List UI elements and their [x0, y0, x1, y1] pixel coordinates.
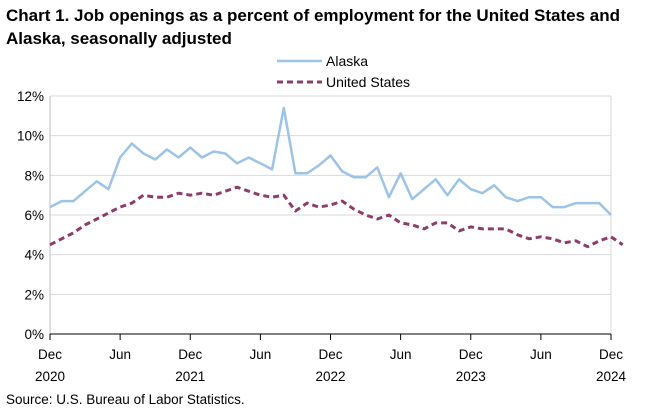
y-tick-label: 12%: [17, 89, 44, 104]
series-lines: [49, 106, 624, 249]
series-line-united-states: [49, 185, 624, 249]
chart-title: Chart 1. Job openings as a percent of em…: [6, 6, 620, 48]
x-tick-year: 2023: [456, 369, 486, 384]
x-tick-label: Dec: [318, 347, 342, 362]
y-tick-label: 8%: [24, 168, 44, 183]
x-tick-label: Dec: [178, 347, 202, 362]
y-tick-label: 10%: [17, 129, 44, 144]
x-tick-label: Dec: [599, 347, 623, 362]
x-tick-label: Jun: [109, 347, 131, 362]
series-line-alaska: [49, 106, 612, 216]
legend-label: Alaska: [326, 53, 368, 69]
x-tick-label: Jun: [390, 347, 412, 362]
x-axis-ticks: Dec 2020 Jun Dec 2021 Jun Dec 2022 Jun Dec 2023 Jun…: [35, 334, 627, 384]
legend: Alaska United States: [277, 53, 410, 90]
x-tick-year: 2021: [175, 369, 205, 384]
legend-label: United States: [326, 74, 410, 90]
x-tick-label: Dec: [38, 347, 62, 362]
y-tick-label: 0%: [24, 327, 44, 342]
x-tick-label: Dec: [459, 347, 483, 362]
source-note: Source: U.S. Bureau of Labor Statistics.: [6, 392, 245, 407]
y-tick-label: 2%: [24, 287, 44, 302]
x-tick-label: Jun: [530, 347, 552, 362]
x-tick-label: Jun: [249, 347, 271, 362]
y-tick-label: 4%: [24, 248, 44, 263]
gridlines: [50, 95, 611, 335]
x-tick-year: 2020: [35, 369, 65, 384]
y-tick-label: 6%: [24, 208, 44, 223]
x-tick-year: 2024: [596, 369, 627, 384]
y-axis-ticks: 0% 2% 4% 6% 8% 10% 12%: [17, 89, 44, 342]
x-tick-year: 2022: [315, 369, 345, 384]
